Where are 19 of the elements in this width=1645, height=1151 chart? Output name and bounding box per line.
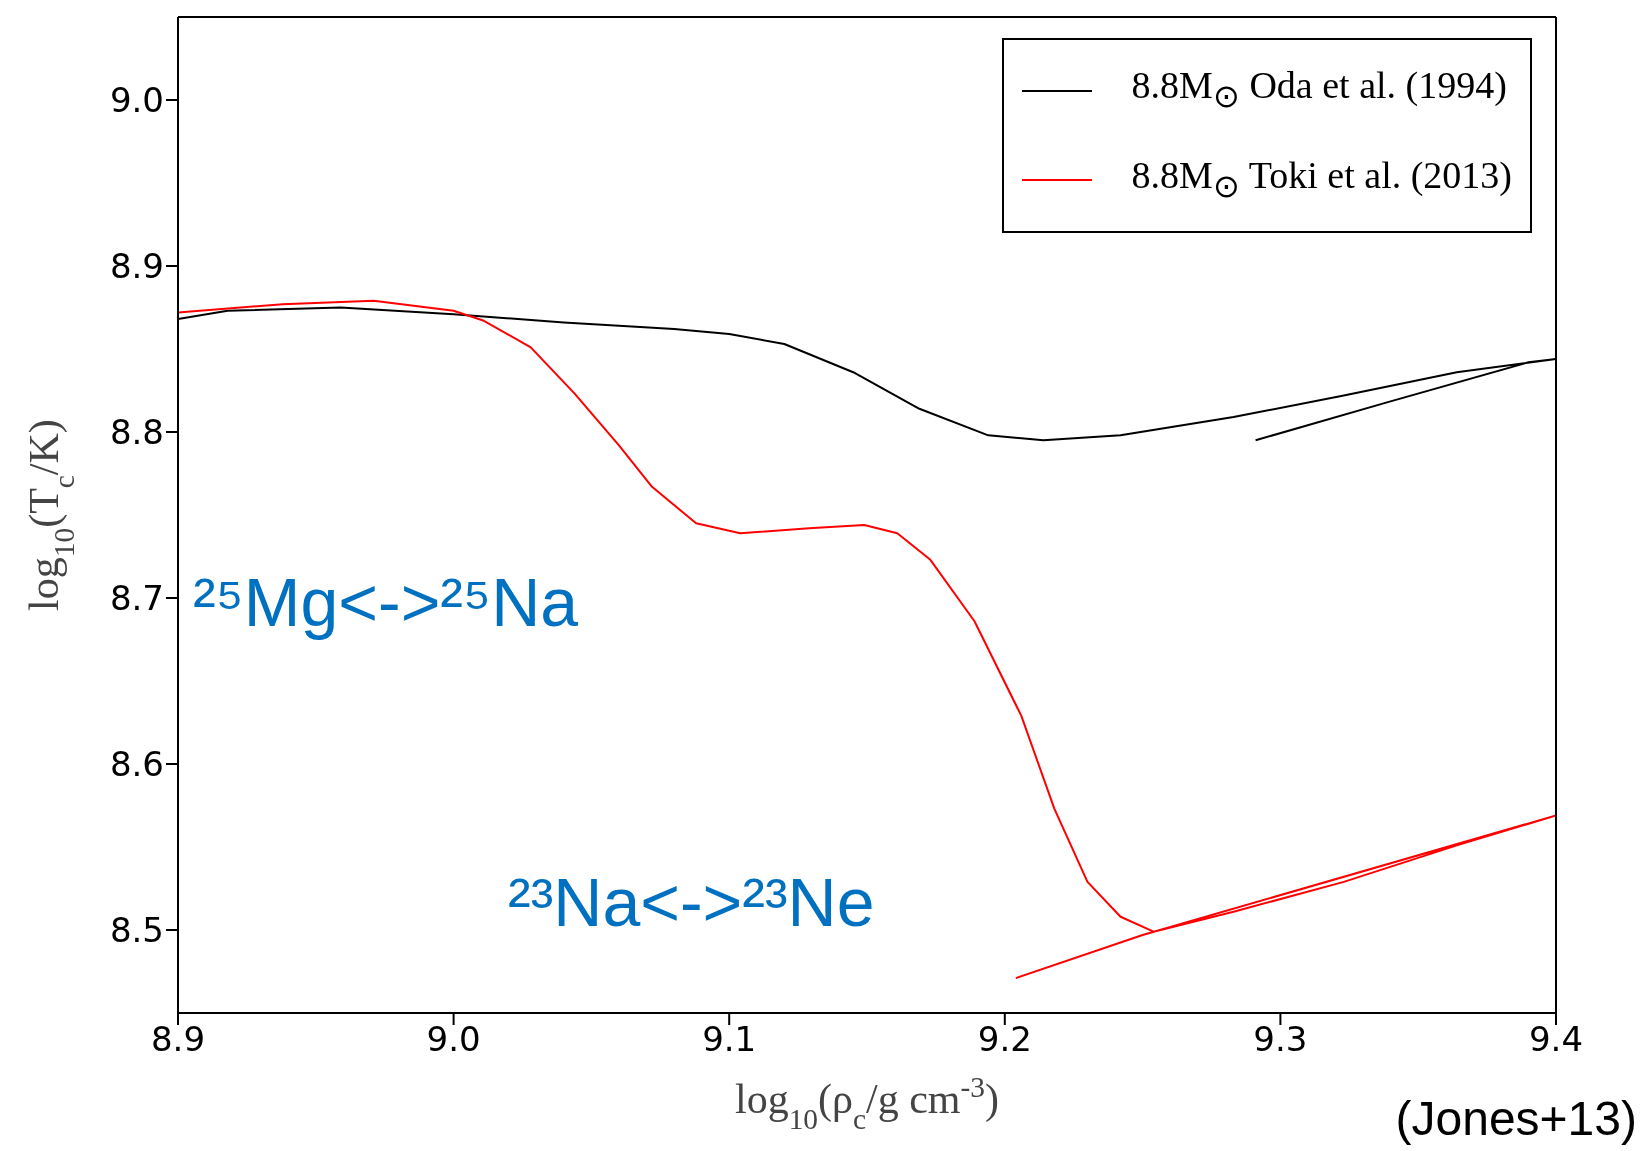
y-tick-label: 8.9 [109,246,164,287]
y-tick-label: 8.5 [109,910,164,951]
text: (Jones+13) [1395,1092,1637,1145]
x-tick-label: 9.0 [426,1019,481,1060]
annotation: ²³Na<->²³Ne [508,864,875,940]
x-tick-label: 8.9 [150,1019,206,1060]
x-tick-label: 9.3 [1253,1019,1308,1060]
x-tick-label: 9.2 [977,1019,1032,1060]
y-tick-label: 9.0 [109,80,164,121]
x-tick-label: 9.1 [702,1019,757,1060]
x-axis-title: log$_{10}$(ρ$_{c}$/g cm$^{-3}$) [734,1071,1000,1135]
annotation: ²⁵Mg<->²⁵Na [193,564,579,640]
y-tick-label: 8.7 [109,578,164,619]
x-tick-label: 9.4 [1528,1019,1584,1060]
legend-label: 8.8M$_{⊙}$ Toki et al. (2013) [1131,152,1512,206]
line-series [178,299,1556,980]
legend-label: 8.8M$_{⊙}$ Oda et al. (1994) [1131,63,1507,116]
y-tick-label: 8.8 [109,412,164,453]
y-tick-label: 8.6 [109,744,164,785]
